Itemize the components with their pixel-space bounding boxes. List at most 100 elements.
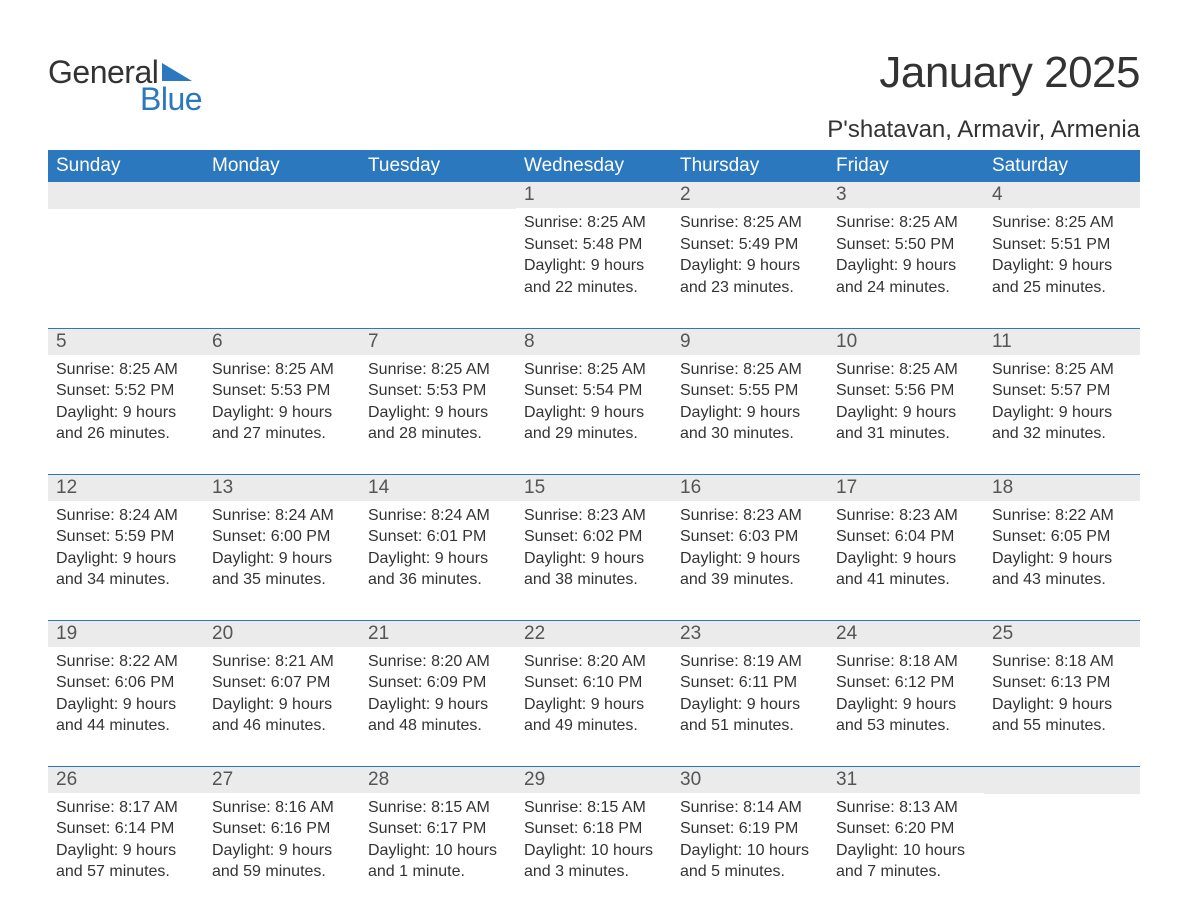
cell-line-d1: Daylight: 9 hours: [836, 694, 976, 716]
calendar-cell: 3Sunrise: 8:25 AMSunset: 5:50 PMDaylight…: [828, 182, 984, 328]
day-number: 30: [672, 767, 828, 793]
day-number-empty: [48, 182, 204, 209]
brand-word-2: Blue: [140, 81, 202, 118]
cell-line-d2: and 49 minutes.: [524, 715, 664, 737]
calendar-cell: 17Sunrise: 8:23 AMSunset: 6:04 PMDayligh…: [828, 474, 984, 620]
cell-line-d1: Daylight: 9 hours: [56, 548, 196, 570]
cell-line-sunset: Sunset: 6:07 PM: [212, 672, 352, 694]
cell-line-d2: and 24 minutes.: [836, 277, 976, 299]
day-number: 15: [516, 475, 672, 501]
cell-line-d1: Daylight: 9 hours: [212, 548, 352, 570]
day-number: 2: [672, 182, 828, 208]
day-number: 14: [360, 475, 516, 501]
calendar-cell: 12Sunrise: 8:24 AMSunset: 5:59 PMDayligh…: [48, 474, 204, 620]
calendar-cell: 23Sunrise: 8:19 AMSunset: 6:11 PMDayligh…: [672, 620, 828, 766]
calendar-cell: 2Sunrise: 8:25 AMSunset: 5:49 PMDaylight…: [672, 182, 828, 328]
cell-line-d1: Daylight: 9 hours: [212, 840, 352, 862]
cell-line-d2: and 29 minutes.: [524, 423, 664, 445]
cell-line-sunrise: Sunrise: 8:25 AM: [836, 212, 976, 234]
day-number: 24: [828, 621, 984, 647]
header: General Blue January 2025 P'shatavan, Ar…: [48, 48, 1140, 144]
cell-line-sunrise: Sunrise: 8:25 AM: [56, 359, 196, 381]
cell-line-sunset: Sunset: 5:49 PM: [680, 234, 820, 256]
cell-line-d2: and 44 minutes.: [56, 715, 196, 737]
cell-line-d1: Daylight: 9 hours: [680, 694, 820, 716]
cell-line-d2: and 48 minutes.: [368, 715, 508, 737]
calendar-cell: [360, 182, 516, 328]
cell-line-d1: Daylight: 9 hours: [368, 402, 508, 424]
cell-line-sunrise: Sunrise: 8:19 AM: [680, 651, 820, 673]
day-number: 20: [204, 621, 360, 647]
cell-line-d1: Daylight: 9 hours: [992, 548, 1132, 570]
cell-line-d2: and 26 minutes.: [56, 423, 196, 445]
cell-line-d2: and 23 minutes.: [680, 277, 820, 299]
cell-line-sunrise: Sunrise: 8:25 AM: [836, 359, 976, 381]
cell-line-sunset: Sunset: 5:54 PM: [524, 380, 664, 402]
cell-line-d1: Daylight: 9 hours: [992, 255, 1132, 277]
cell-line-sunrise: Sunrise: 8:23 AM: [680, 505, 820, 527]
cell-line-d1: Daylight: 9 hours: [524, 694, 664, 716]
calendar-cell: 27Sunrise: 8:16 AMSunset: 6:16 PMDayligh…: [204, 766, 360, 912]
cell-line-d2: and 7 minutes.: [836, 861, 976, 883]
cell-line-d1: Daylight: 9 hours: [680, 548, 820, 570]
day-header: Saturday: [984, 150, 1140, 182]
cell-line-sunrise: Sunrise: 8:14 AM: [680, 797, 820, 819]
day-number: 28: [360, 767, 516, 793]
calendar-week: 5Sunrise: 8:25 AMSunset: 5:52 PMDaylight…: [48, 328, 1140, 474]
cell-line-sunset: Sunset: 6:02 PM: [524, 526, 664, 548]
calendar-cell: 29Sunrise: 8:15 AMSunset: 6:18 PMDayligh…: [516, 766, 672, 912]
calendar-cell: 9Sunrise: 8:25 AMSunset: 5:55 PMDaylight…: [672, 328, 828, 474]
cell-line-sunset: Sunset: 5:52 PM: [56, 380, 196, 402]
day-header: Thursday: [672, 150, 828, 182]
cell-line-sunset: Sunset: 6:10 PM: [524, 672, 664, 694]
calendar-cell: 5 Sunrise: 8:25 AMSunset: 5:52 PMDaylight…: [48, 328, 204, 474]
calendar-cell: 1Sunrise: 8:25 AMSunset: 5:48 PMDaylight…: [516, 182, 672, 328]
cell-line-sunrise: Sunrise: 8:25 AM: [524, 212, 664, 234]
cell-line-d2: and 34 minutes.: [56, 569, 196, 591]
calendar-cell: 19Sunrise: 8:22 AMSunset: 6:06 PMDayligh…: [48, 620, 204, 766]
day-number: 3: [828, 182, 984, 208]
cell-line-d1: Daylight: 9 hours: [368, 694, 508, 716]
cell-line-d2: and 55 minutes.: [992, 715, 1132, 737]
calendar-cell: 11Sunrise: 8:25 AMSunset: 5:57 PMDayligh…: [984, 328, 1140, 474]
cell-line-d2: and 59 minutes.: [212, 861, 352, 883]
day-number: 16: [672, 475, 828, 501]
cell-line-d2: and 28 minutes.: [368, 423, 508, 445]
calendar-week: 26Sunrise: 8:17 AMSunset: 6:14 PMDayligh…: [48, 766, 1140, 912]
day-number: 5: [48, 329, 204, 355]
day-number: 11: [984, 329, 1140, 355]
day-number-empty: [204, 182, 360, 209]
calendar-cell: 7Sunrise: 8:25 AMSunset: 5:53 PMDaylight…: [360, 328, 516, 474]
cell-line-d2: and 53 minutes.: [836, 715, 976, 737]
cell-line-d2: and 27 minutes.: [212, 423, 352, 445]
calendar-cell: 16Sunrise: 8:23 AMSunset: 6:03 PMDayligh…: [672, 474, 828, 620]
cell-line-d1: Daylight: 9 hours: [524, 255, 664, 277]
cell-line-d2: and 38 minutes.: [524, 569, 664, 591]
calendar-cell: 6Sunrise: 8:25 AMSunset: 5:53 PMDaylight…: [204, 328, 360, 474]
day-number: 8: [516, 329, 672, 355]
day-number: 22: [516, 621, 672, 647]
cell-line-sunset: Sunset: 6:19 PM: [680, 818, 820, 840]
brand-logo: General Blue: [48, 48, 202, 118]
calendar-cell: 8Sunrise: 8:25 AMSunset: 5:54 PMDaylight…: [516, 328, 672, 474]
cell-line-sunrise: Sunrise: 8:13 AM: [836, 797, 976, 819]
month-title: January 2025: [827, 48, 1140, 98]
day-number: 10: [828, 329, 984, 355]
calendar-cell: 30Sunrise: 8:14 AMSunset: 6:19 PMDayligh…: [672, 766, 828, 912]
cell-line-d1: Daylight: 10 hours: [524, 840, 664, 862]
cell-line-d2: and 3 minutes.: [524, 861, 664, 883]
cell-line-d1: Daylight: 9 hours: [56, 402, 196, 424]
day-header: Sunday: [48, 150, 204, 182]
calendar-cell: 28Sunrise: 8:15 AMSunset: 6:17 PMDayligh…: [360, 766, 516, 912]
cell-line-sunset: Sunset: 5:57 PM: [992, 380, 1132, 402]
cell-line-sunset: Sunset: 6:00 PM: [212, 526, 352, 548]
cell-line-sunset: Sunset: 6:13 PM: [992, 672, 1132, 694]
cell-line-sunrise: Sunrise: 8:25 AM: [680, 212, 820, 234]
cell-line-sunrise: Sunrise: 8:25 AM: [680, 359, 820, 381]
cell-line-sunset: Sunset: 6:17 PM: [368, 818, 508, 840]
cell-line-sunset: Sunset: 5:59 PM: [56, 526, 196, 548]
cell-line-sunset: Sunset: 6:16 PM: [212, 818, 352, 840]
cell-line-sunset: Sunset: 6:09 PM: [368, 672, 508, 694]
calendar-week: 19Sunrise: 8:22 AMSunset: 6:06 PMDayligh…: [48, 620, 1140, 766]
cell-line-d2: and 30 minutes.: [680, 423, 820, 445]
